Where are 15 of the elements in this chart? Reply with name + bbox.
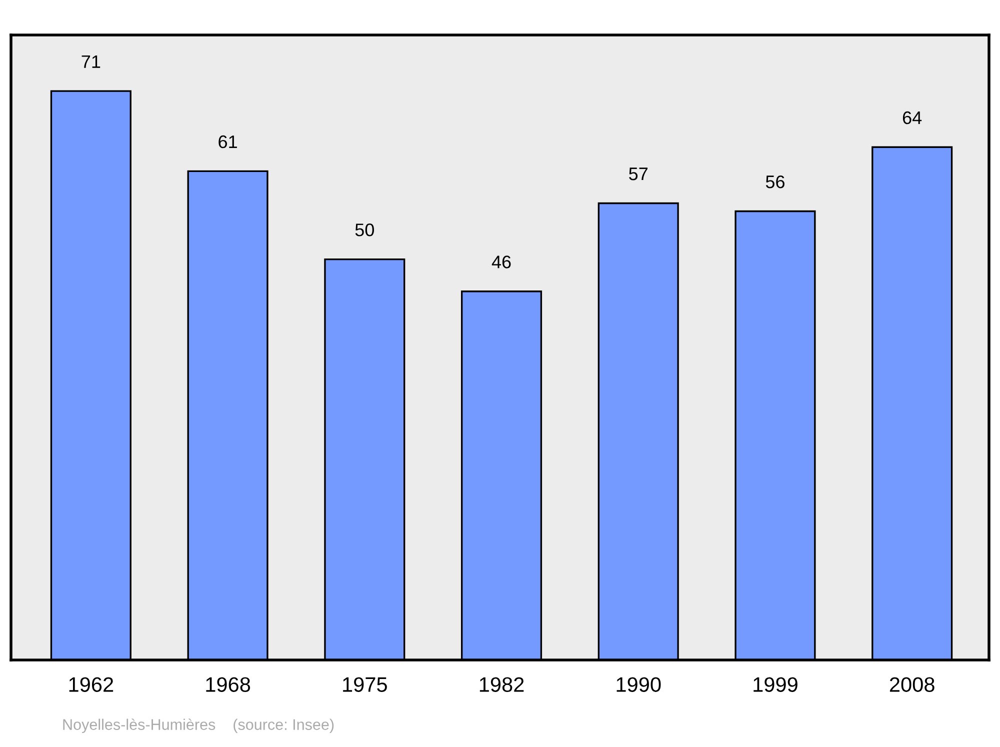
data-label: 61: [218, 135, 237, 148]
data-label: 56: [766, 175, 784, 188]
x-tick-label: 1982: [480, 677, 524, 692]
x-tick-label: 1968: [206, 677, 250, 692]
x-tick-label: 1962: [69, 677, 114, 692]
data-label: 46: [492, 256, 511, 268]
text: Noyelles-lès-Humières (source: Insee): [63, 718, 334, 733]
data-label: 71: [82, 55, 100, 68]
data-label: 64: [902, 111, 922, 124]
x-tick-label: 2008: [890, 677, 934, 692]
data-label: 57: [629, 168, 648, 180]
x-tick-label: 1990: [616, 677, 661, 692]
x-tick-label: 1999: [754, 677, 798, 692]
data-label: 50: [355, 224, 374, 236]
x-tick-label: 1975: [343, 677, 387, 692]
